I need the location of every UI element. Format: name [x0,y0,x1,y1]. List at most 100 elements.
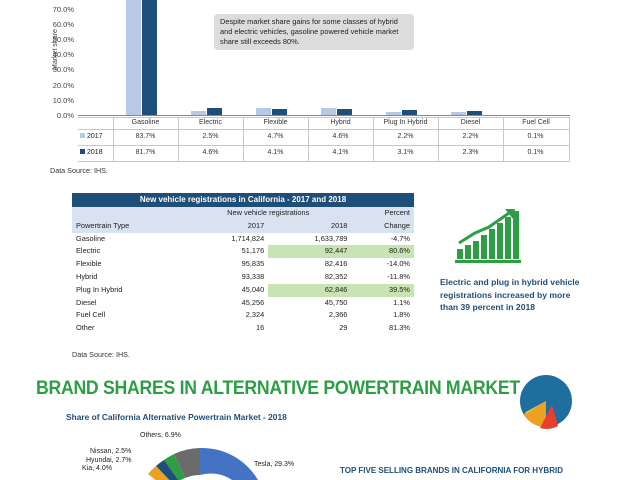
registrations-table: New vehicle registrations Percent Powert… [72,207,414,335]
cell-v2017: 93,338 [241,271,265,281]
value-label: 2.2% [462,133,479,140]
bar-2017 [451,111,466,115]
cell-v2018: 82,416 [324,259,348,269]
category-label: Hybrid [330,119,351,126]
section-title: BRAND SHARES IN ALTERNATIVE POWERTRAIN M… [36,378,520,399]
legend-swatch [80,133,85,138]
table-row: Electric 51,176 92,447 80.6% [72,245,414,259]
table-row: Gasoline 1,714,824 1,633,789 -4.7% [72,233,414,246]
cell-type: Diesel [76,297,97,307]
chart-annotation: Despite market share gains for some clas… [214,14,414,50]
table-row: Other 16 29 81.3% [72,322,414,335]
data-source: Data Source: IHS. [72,350,130,359]
cell-v2017: 51,176 [241,246,265,256]
cell-type: Flexible [76,259,102,269]
cell-change: 1.1% [393,297,410,307]
year-2017-header: 2017 [185,219,269,233]
bar-2017 [386,111,401,115]
y-tick: 50.0% [52,35,74,44]
change-header: Change [351,219,414,233]
bar-2018 [207,107,222,115]
table-row: Plug In Hybrid 45,040 62,846 39.5% [72,283,414,297]
table-row: Fuel Cell 2,324 2,366 1.8% [72,309,414,322]
cell-v2018: 92,447 [268,245,352,259]
value-label: 4.1% [267,149,284,156]
bar-2017 [126,0,141,115]
percent-header: Percent [351,207,414,220]
brand-donut-chart [148,447,258,480]
category-label: Fuel Cell [522,119,550,126]
value-label: 2.3% [462,149,479,156]
category-label: Gasoline [131,119,160,126]
category-label: Plug In Hybrid [383,119,428,126]
donut-label: Kia, 4.0% [82,465,112,472]
cell-v2017: 95,835 [241,259,265,269]
bar-2017 [321,107,336,115]
cell-v2017: 45,256 [241,297,265,307]
category-label: Diesel [460,119,481,126]
cell-change: -14.0% [386,259,410,269]
group-header: New vehicle registrations [185,207,352,220]
bar-2018 [272,108,287,115]
callout-text: Electric and plug in hybrid vehicle regi… [440,277,580,312]
cell-change: 80.6% [351,245,414,259]
bar-2018 [402,110,417,115]
donut-label: Others, 6.9% [140,432,181,439]
cell-change: 39.5% [351,283,414,297]
table-row: Flexible 95,835 82,416 -14.0% [72,258,414,271]
cell-type: Plug In Hybrid [76,284,123,294]
category-label: Electric [199,119,222,126]
table-row: Hybrid 93,338 82,352 -11.8% [72,271,414,284]
value-label: 4.1% [332,149,349,156]
y-tick: 20.0% [52,81,74,90]
bottom-heading: TOP FIVE SELLING BRANDS IN CALIFORNIA FO… [340,466,563,475]
legend-swatch [80,149,85,154]
cell-v2018: 82,352 [324,271,348,281]
cell-change: 81.3% [389,323,410,333]
y-tick: 30.0% [52,65,74,74]
donut-title: Share of California Alternative Powertra… [66,412,287,422]
y-tick: 10.0% [52,96,74,105]
data-source: Data Source: IHS. [50,166,108,175]
value-label: 4.7% [267,133,284,140]
cell-v2018: 62,846 [268,283,352,297]
cell-v2017: 16 [256,323,265,333]
cell-change: -4.7% [390,233,410,243]
value-label: 2.2% [397,133,414,140]
donut-label: Nissan, 2.5% [90,448,132,455]
cell-change: 1.8% [393,310,410,320]
year-2018-header: 2018 [268,219,352,233]
value-label: 2.5% [202,133,219,140]
bar-2017 [191,111,206,115]
cell-v2017: 45,040 [241,284,265,294]
value-label: 3.1% [397,149,414,156]
value-label: 83.7% [135,133,156,140]
y-tick: 0.0% [56,111,74,120]
bar-2018 [142,0,157,115]
cell-v2018: 45,750 [324,297,348,307]
cell-type: Fuel Cell [76,310,106,320]
value-label: 0.1% [527,133,544,140]
cell-type: Electric [76,246,101,256]
table-title: New vehicle registrations in California … [72,193,414,207]
powertrain-header: Powertrain Type [72,219,186,233]
y-tick: 40.0% [52,50,74,59]
cell-type: Other [76,323,95,333]
legend-2017: 2017 [80,129,103,145]
value-label: 81.7% [135,149,156,156]
bar-2018 [337,108,352,115]
cell-v2018: 1,633,789 [314,233,348,243]
table-row: Diesel 45,256 45,750 1.1% [72,297,414,310]
cell-change: -11.8% [387,271,410,281]
cell-v2017: 2,324 [245,310,265,320]
value-label: 4.6% [202,149,219,156]
cell-v2018: 29 [339,323,348,333]
value-label: 4.6% [332,133,349,140]
cell-type: Gasoline [76,233,106,243]
donut-label: Tesla, 29.3% [254,461,295,468]
bar-2018 [467,111,482,115]
legend-2018: 2018 [80,145,103,161]
cell-type: Hybrid [76,271,98,281]
donut-label: Hyundai, 2.7% [86,457,132,464]
growth-chart-icon [455,209,521,263]
